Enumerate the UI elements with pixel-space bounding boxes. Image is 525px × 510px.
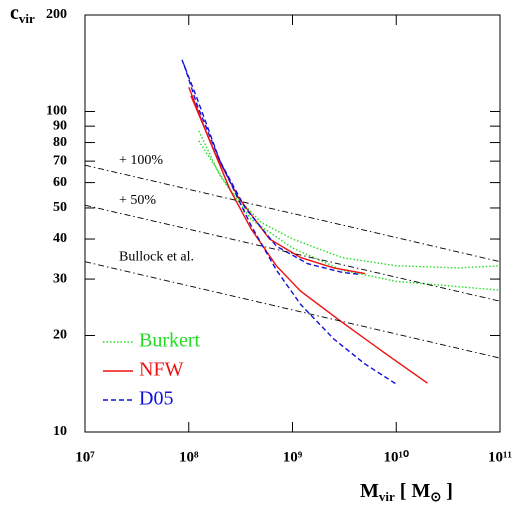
- x-tick-label: 10⁹: [283, 449, 303, 465]
- y-axis-label-part: c: [10, 2, 19, 24]
- y-tick-label: 20: [53, 328, 67, 343]
- y-tick-label: 30: [53, 271, 67, 286]
- x-tick-label: 10¹¹: [488, 449, 512, 465]
- series-line: [181, 59, 399, 386]
- legend-label: Burkert: [139, 330, 201, 352]
- series-line: [85, 164, 500, 263]
- y-axis-label: cvir: [10, 2, 35, 26]
- x-axis-label-part: [ M: [395, 480, 431, 502]
- x-axis-label-part: ]: [441, 480, 453, 502]
- x-axis-label-part: vir: [379, 489, 395, 504]
- y-tick-label: 100: [46, 104, 67, 119]
- y-tick-label: 50: [53, 200, 67, 215]
- x-axis-label-part: ⊙: [430, 489, 441, 504]
- y-tick-label: 80: [53, 135, 67, 150]
- series-line: [190, 95, 366, 275]
- y-axis-label-part: vir: [19, 11, 35, 26]
- legend-label: D05: [139, 388, 173, 410]
- series-line: [198, 140, 500, 269]
- y-tick-label: 200: [46, 7, 67, 22]
- line-label: Bullock et al.: [119, 249, 194, 264]
- series-line: [85, 204, 500, 302]
- line-label: + 50%: [119, 193, 156, 208]
- series-line: [188, 87, 428, 384]
- y-tick-label: 10: [53, 424, 67, 439]
- y-tick-label: 90: [53, 118, 67, 133]
- x-tick-label: 10⁸: [179, 449, 199, 465]
- x-axis-label-part: M: [360, 480, 379, 502]
- line-label: + 100%: [119, 153, 163, 168]
- legend-label: NFW: [139, 359, 184, 381]
- series-line: [183, 64, 361, 276]
- x-tick-label: 10¹⁰: [383, 449, 409, 465]
- y-tick-label: 60: [53, 175, 67, 190]
- series-line: [198, 130, 500, 291]
- y-tick-label: 70: [53, 153, 67, 168]
- y-tick-label: 40: [53, 231, 67, 246]
- x-tick-label: 10⁷: [75, 449, 95, 465]
- x-axis-label: Mvir [ M⊙ ]: [360, 480, 453, 504]
- series-line: [85, 261, 500, 359]
